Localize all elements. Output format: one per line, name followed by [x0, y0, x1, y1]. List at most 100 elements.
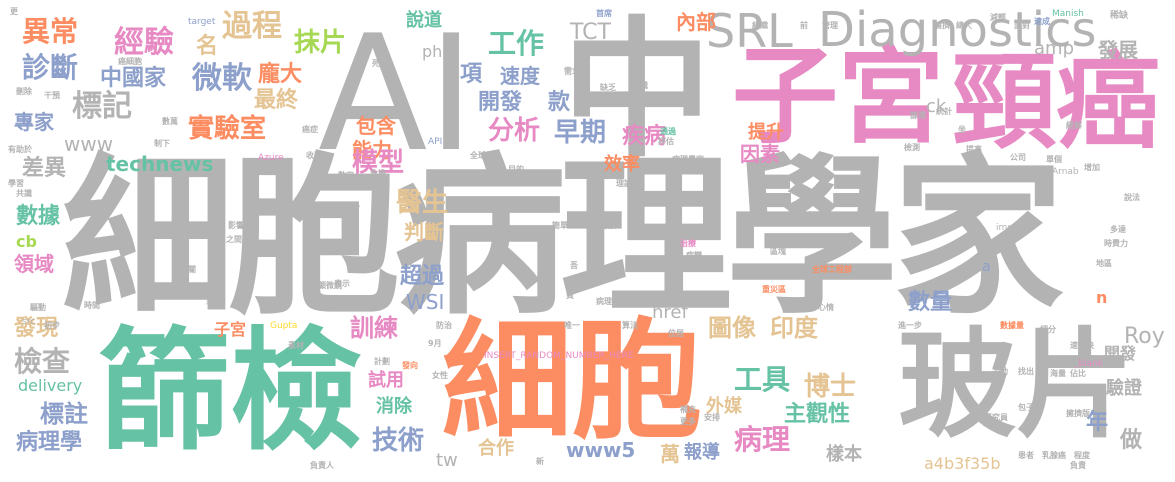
cloud-word: 海量: [1050, 369, 1066, 378]
cloud-word: 時費力: [1104, 239, 1128, 248]
cloud-word: 心情: [818, 303, 834, 312]
cloud-word: 包含: [356, 114, 396, 138]
cloud-word: Diagnostics: [818, 2, 1097, 58]
cloud-word: 表示: [334, 279, 350, 288]
cloud-word: _blank: [1074, 359, 1104, 369]
cloud-word: 程度: [1074, 451, 1090, 460]
cloud-word: 管理: [822, 21, 838, 30]
cloud-word: 區塊: [770, 247, 786, 256]
cloud-word: TCT: [570, 20, 611, 45]
cloud-word: 合作: [478, 438, 514, 459]
cloud-word: 補充: [680, 405, 696, 414]
cloud-word: 坐: [958, 125, 966, 134]
cloud-word: 技術: [372, 426, 425, 456]
cloud-word: 面對: [1014, 21, 1030, 30]
cloud-word: 共識: [16, 189, 32, 198]
cloud-word: src: [22, 317, 36, 327]
cloud-word: 速成: [1034, 17, 1050, 26]
cloud-word: 顯微鏡: [318, 281, 342, 290]
cloud-word: 需求: [564, 67, 580, 76]
cloud-word: SRL: [706, 4, 793, 58]
cloud-word: 病理: [596, 297, 612, 306]
cloud-word: a: [982, 259, 991, 275]
cloud-word: 防治: [436, 321, 452, 330]
cloud-word: 稀缺: [1110, 11, 1129, 21]
cloud-word: 主觀性: [784, 402, 851, 427]
cloud-word: 簡單: [552, 221, 568, 230]
cloud-word: 負責人: [310, 461, 334, 470]
cloud-word: 初步: [44, 321, 60, 330]
cloud-word: 重災區: [762, 285, 786, 294]
cloud-word: 速度快: [1070, 341, 1094, 350]
cloud-word: 統計: [936, 107, 952, 116]
cloud-word: 乳腺癌: [1042, 451, 1066, 460]
cloud-word: 開發: [1104, 344, 1137, 363]
cloud-word: 擁擠版: [1066, 409, 1090, 418]
cloud-word: 篩檢: [98, 315, 362, 469]
cloud-word: 癌細胞: [118, 57, 142, 66]
cloud-word: 多達: [1110, 225, 1126, 234]
cloud-word: 死: [372, 59, 380, 68]
cloud-word: 領域: [14, 252, 54, 276]
cloud-word: 全球: [470, 151, 486, 160]
cloud-word: 數字: [338, 171, 354, 180]
cloud-word: www: [64, 132, 114, 156]
cloud-word: 早期: [554, 118, 607, 148]
cloud-word: 重複: [628, 207, 644, 216]
cloud-word: 負責: [1070, 461, 1086, 470]
cloud-word: 佔比: [1070, 369, 1086, 378]
cloud-word: 關: [188, 265, 196, 274]
cloud-word: 新: [536, 457, 544, 466]
cloud-word: 癌症: [302, 125, 318, 134]
cloud-word: 前: [800, 21, 808, 30]
cloud-word: 數量: [908, 290, 953, 315]
cloud-word: 標記: [72, 89, 132, 124]
cloud-word: www5: [566, 438, 636, 462]
cloud-word: 抹片: [294, 28, 347, 58]
cloud-word: 手段: [206, 299, 222, 308]
cloud-word: 印度: [770, 314, 818, 342]
cloud-word: 實驗室: [188, 114, 267, 144]
cloud-word: Azure: [258, 153, 284, 163]
cloud-word: 判斷: [404, 220, 444, 244]
cloud-word: 消除: [376, 396, 412, 417]
cloud-word: 制下: [154, 139, 170, 148]
cloud-word: 提高: [966, 145, 982, 154]
cloud-word: 知識: [632, 81, 648, 90]
cloud-word: 最終: [254, 88, 299, 113]
cloud-word: 名: [196, 34, 219, 59]
cloud-word: 過程: [222, 9, 282, 44]
cloud-word: 目的: [508, 165, 524, 174]
cloud-word: 單個: [1046, 155, 1062, 164]
cloud-word: Arnab: [1052, 167, 1079, 177]
cloud-word: 病變: [686, 251, 702, 260]
cloud-word: 標註: [40, 400, 88, 428]
cloud-word: 病理: [734, 423, 791, 456]
cloud-word: 刪除: [16, 87, 32, 96]
cloud-word: 驗證: [1106, 378, 1142, 399]
cloud-word: 患者: [1018, 451, 1034, 460]
cloud-word: AI: [318, 0, 475, 187]
cloud-word: 公司: [1010, 153, 1026, 162]
cloud-word: 醫療: [588, 247, 604, 256]
cloud-word: 僅次於: [336, 203, 360, 212]
cloud-word: 時間: [84, 301, 100, 310]
cloud-word: 數據: [16, 204, 61, 229]
cloud-word: 中: [562, 4, 713, 178]
cloud-word: 醫生: [396, 188, 449, 218]
cloud-word: 地區: [1096, 259, 1112, 268]
cloud-word: 數據量: [1000, 321, 1024, 330]
cloud-word: 內部: [676, 10, 716, 34]
cloud-word: 模型: [352, 148, 405, 178]
cloud-word: href: [652, 302, 688, 323]
cloud-word: 更多: [680, 417, 696, 426]
cloud-word: Manish: [1052, 9, 1084, 19]
cloud-word: 款: [548, 90, 571, 115]
cloud-word: 全球工程部: [812, 265, 852, 274]
cloud-word: 說法: [1124, 193, 1140, 202]
cloud-word: 玻片: [898, 316, 1135, 454]
cloud-word: 找出: [1018, 367, 1034, 376]
cloud-word: 影響: [228, 221, 244, 230]
cloud-word: 女性: [432, 371, 448, 380]
